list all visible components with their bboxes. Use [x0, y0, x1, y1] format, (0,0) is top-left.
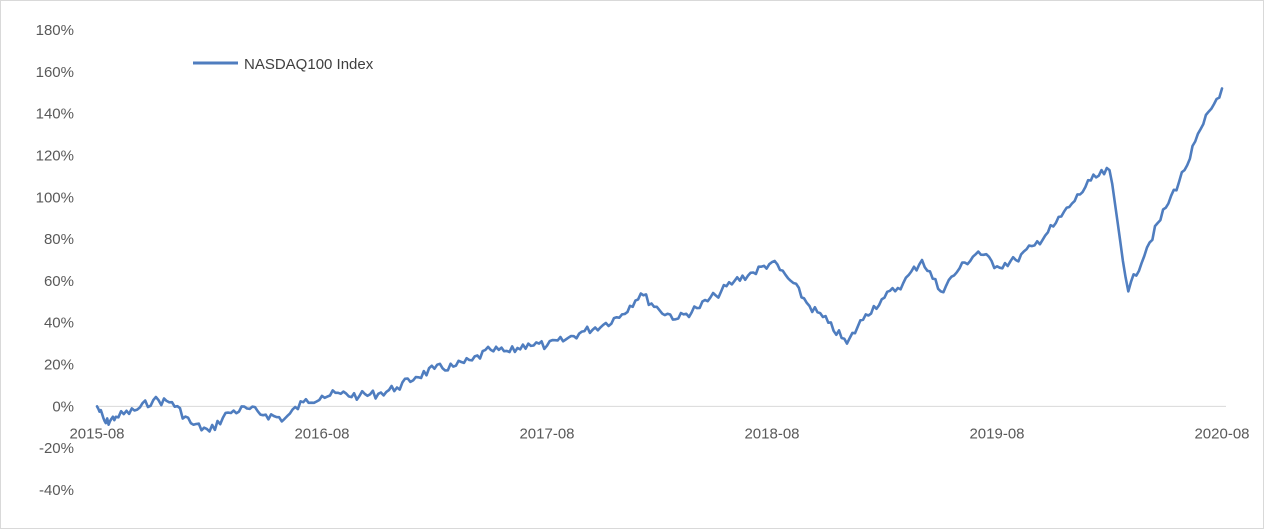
y-axis-tick-labels: 180% 160% 140% 120% 100% 80% 60% 40% 20% 0% -20% -4… [36, 22, 74, 499]
y-tick-label: 80% [44, 231, 74, 248]
y-tick-label: 180% [36, 22, 74, 39]
y-tick-label: 100% [36, 189, 74, 206]
legend-label: NASDAQ100 Index [244, 56, 374, 73]
y-tick-label: 60% [44, 273, 74, 290]
y-tick-label: 0% [52, 398, 74, 415]
x-tick-label: 2017-08 [519, 425, 574, 442]
y-tick-label: 20% [44, 357, 74, 374]
series-line-nasdaq100 [95, 87, 1224, 433]
y-tick-label: 120% [36, 147, 74, 164]
x-tick-label: 2016-08 [294, 425, 349, 442]
y-tick-label: 40% [44, 315, 74, 332]
y-tick-label: -20% [39, 440, 74, 457]
x-tick-label: 2020-08 [1194, 425, 1249, 442]
x-tick-label: 2018-08 [744, 425, 799, 442]
y-tick-label: -40% [39, 482, 74, 499]
y-tick-label: 140% [36, 106, 74, 123]
x-tick-label: 2019-08 [969, 425, 1024, 442]
x-tick-label: 2015-08 [69, 425, 124, 442]
legend: NASDAQ100 Index [193, 56, 374, 73]
x-axis-tick-labels: 2015-08 2016-08 2017-08 2018-08 2019-08 2020-… [69, 425, 1249, 442]
y-tick-label: 160% [36, 64, 74, 81]
